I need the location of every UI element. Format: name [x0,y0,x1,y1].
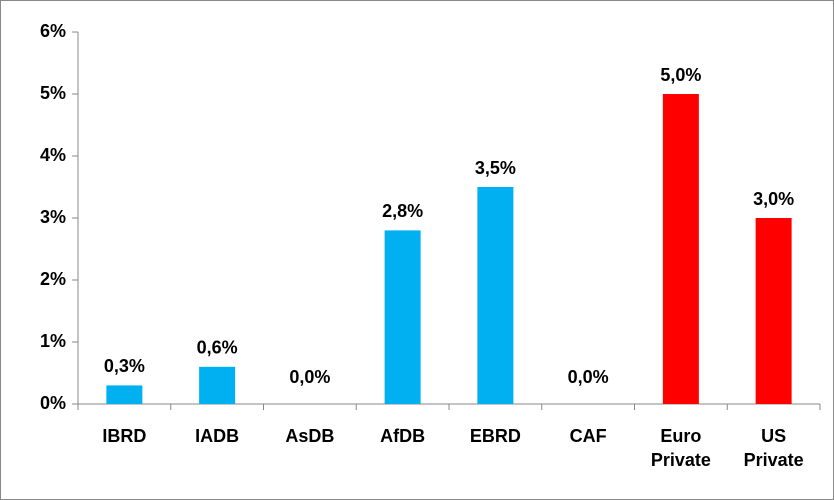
x-tick-label: AsDB [285,426,335,446]
data-label: 3,5% [475,158,516,178]
data-label: 3,0% [753,189,794,209]
y-tick-label: 0% [40,393,66,413]
data-label: 0,3% [104,356,145,376]
x-tick-label: US Private [743,426,804,470]
bar [384,230,421,404]
data-label: 0,6% [197,338,238,358]
x-tick-label: IBRD [102,426,147,446]
y-tick-label: 4% [40,145,66,165]
x-tick-label: IADB [195,426,240,446]
x-tick-label: CAF [569,426,607,446]
x-tick-label: AfDB [380,426,426,446]
bar [199,366,236,404]
x-tick-label: EBRD [469,426,521,446]
data-label: 5,0% [660,65,701,85]
bar [755,218,792,404]
data-label: 0,0% [568,367,609,387]
data-label: 2,8% [382,201,423,221]
x-tick-label: Euro Private [650,426,711,470]
bar [662,94,699,404]
bar [477,187,514,404]
bar [106,385,143,404]
y-tick-label: 2% [40,269,66,289]
y-tick-label: 5% [40,83,66,103]
data-label: 0,0% [289,367,330,387]
y-tick-label: 6% [40,21,66,41]
y-tick-label: 3% [40,207,66,227]
y-tick-label: 1% [40,331,66,351]
